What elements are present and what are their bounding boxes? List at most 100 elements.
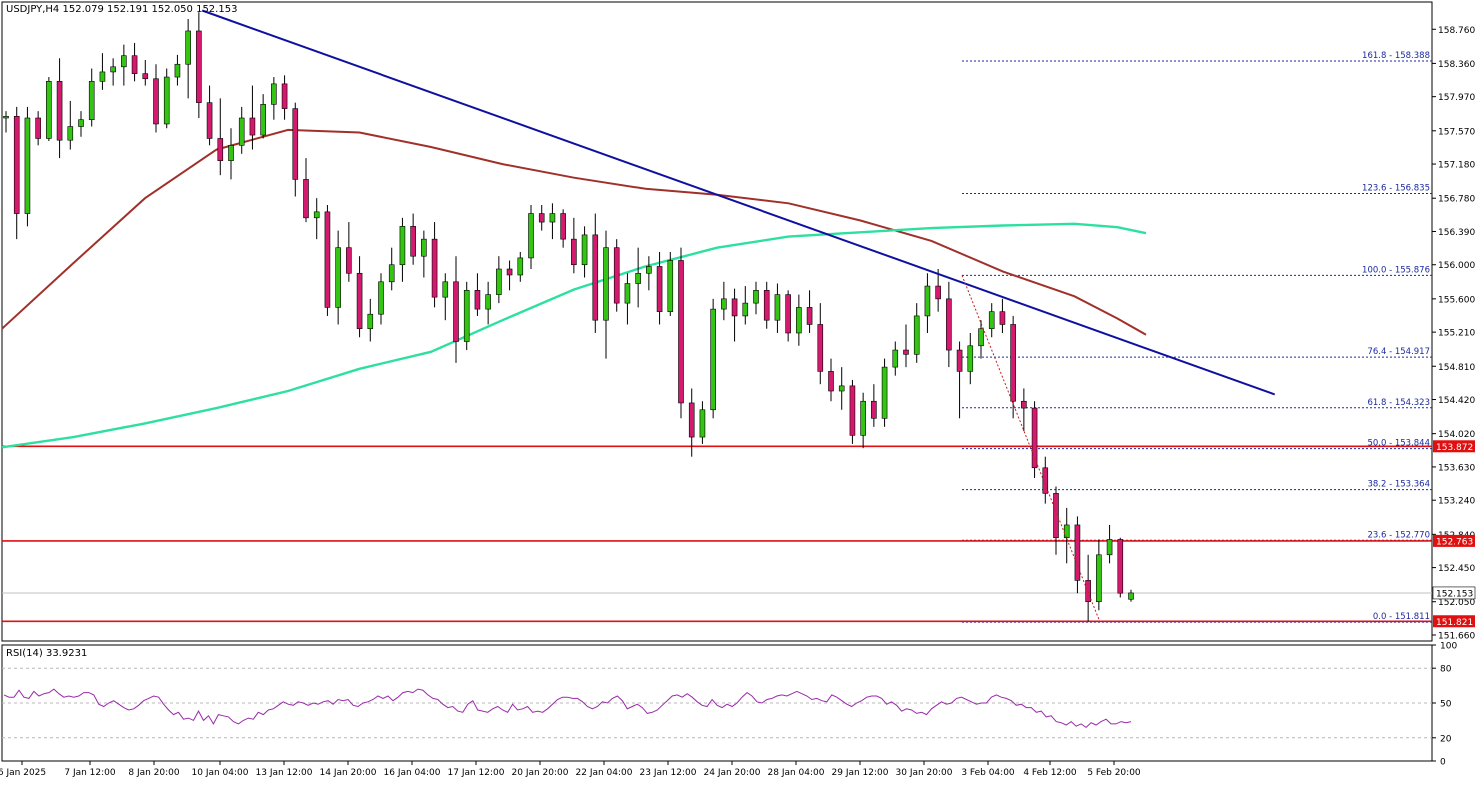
fib-level-label: 61.8 - 154.323: [1367, 398, 1430, 408]
price-tick-label: 158.760: [1438, 26, 1475, 36]
candle-bullish: [399, 226, 406, 266]
candle-bullish: [699, 409, 706, 438]
candle-bearish: [538, 213, 545, 223]
moving-average-green-line: [1, 222, 1147, 449]
time-tick-label: 24 Jan 20:00: [704, 768, 761, 778]
candle-bearish: [1021, 400, 1027, 409]
candle-bearish: [431, 238, 438, 298]
price-tick-label: 156.780: [1438, 195, 1475, 205]
price-tick-label: 151.660: [1438, 632, 1475, 642]
candle-bullish: [581, 234, 588, 266]
candle-bullish: [892, 349, 899, 368]
candle-bullish: [378, 281, 384, 315]
time-tick-label: 29 Jan 12:00: [832, 768, 889, 778]
candle-bearish: [506, 268, 513, 276]
candle-bearish: [324, 211, 331, 308]
candle-bullish: [388, 264, 395, 283]
candle-bearish: [1074, 524, 1081, 581]
candle-bullish: [121, 55, 127, 68]
price-tick-label: 157.180: [1438, 161, 1475, 171]
candle-bearish: [217, 138, 224, 161]
fib-level-label: 76.4 - 154.917: [1367, 347, 1430, 357]
time-tick-label: 23 Jan 12:00: [640, 768, 697, 778]
candle-bearish: [206, 102, 213, 139]
candle-bullish: [260, 104, 266, 136]
price-badge-label: 152.153: [1436, 589, 1473, 599]
time-tick-label: 4 Feb 12:00: [1023, 768, 1077, 778]
rsi-header: RSI(14) 33.9231: [6, 648, 88, 659]
candle-bullish: [1096, 554, 1102, 603]
price-tick-label: 157.570: [1438, 127, 1475, 137]
fib-level-label: 50.0 - 153.844: [1367, 439, 1430, 449]
candle-bullish: [67, 126, 74, 141]
candle-bullish: [367, 313, 374, 330]
price-badge-label: 153.872: [1436, 443, 1473, 453]
candle-bearish: [946, 298, 952, 351]
candle-bullish: [24, 117, 31, 214]
candle-bearish: [281, 83, 288, 109]
time-tick-label: 16 Jan 04:00: [384, 768, 441, 778]
candle-bearish: [303, 179, 309, 219]
price-badge: [1433, 534, 1475, 547]
time-tick-label: 5 Feb 20:00: [1087, 768, 1141, 778]
price-badge: [1432, 586, 1476, 600]
candle-bullish: [978, 328, 984, 347]
candle-bearish: [903, 349, 909, 355]
price-tick-label: 153.630: [1438, 463, 1475, 473]
fib-level-label: 123.6 - 156.835: [1362, 184, 1430, 194]
price-tick-label: 159.150: [1438, 0, 1475, 3]
rsi-tick-label: 50: [1440, 700, 1452, 710]
rsi-tick-label: 0: [1440, 758, 1446, 768]
candle-bullish: [1063, 524, 1070, 539]
price-badge-label: 151.821: [1436, 618, 1473, 628]
main-pane-frame: [1, 1, 1433, 642]
candle-bearish: [560, 213, 566, 240]
candle-bearish: [817, 324, 824, 372]
candle-bullish: [528, 213, 534, 259]
candle-bullish: [742, 302, 749, 317]
candle-bullish: [463, 290, 470, 342]
candle-bearish: [410, 226, 416, 257]
candle-bullish: [442, 281, 449, 298]
price-tick-label: 156.390: [1438, 228, 1475, 238]
candle-bullish: [967, 345, 974, 372]
candle-bullish: [313, 211, 320, 219]
candle-bullish: [924, 285, 931, 317]
fib-level-label: 100.0 - 155.876: [1362, 265, 1430, 275]
candle-bearish: [1010, 324, 1016, 402]
price-badge: [1433, 440, 1475, 453]
candle-bullish: [335, 247, 341, 308]
candle-bearish: [613, 247, 620, 304]
chart-ohlc: 152.079 152.191 152.050 152.153: [62, 4, 238, 15]
rsi-tick-label: 100: [1440, 642, 1457, 652]
candle-bullish: [271, 83, 277, 105]
candle-bullish: [624, 283, 631, 304]
candle-bearish: [35, 117, 41, 139]
candle-bullish: [485, 294, 491, 310]
candle-bullish: [603, 247, 609, 321]
fib-level-label: 23.6 - 152.770: [1367, 530, 1430, 540]
time-tick-label: 17 Jan 12:00: [448, 768, 505, 778]
time-tick-label: 8 Jan 20:00: [128, 768, 180, 778]
price-tick-label: 153.240: [1438, 497, 1475, 507]
candle-bullish: [99, 71, 106, 82]
candle-bullish: [860, 400, 866, 436]
candle-bearish: [346, 247, 352, 274]
moving-average-red-line: [1, 128, 1147, 336]
candle-bearish: [1117, 539, 1124, 594]
bearish-trend-line: [201, 9, 1276, 396]
candle-bearish: [453, 281, 459, 342]
candle-bullish: [174, 63, 181, 78]
price-tick-label: 155.210: [1438, 329, 1475, 339]
candle-bearish: [56, 81, 63, 141]
candle-bullish: [913, 315, 920, 355]
price-tick-label: 154.020: [1438, 430, 1475, 440]
candle-bearish: [956, 349, 963, 372]
candle-bullish: [667, 260, 674, 312]
candle-bullish: [110, 66, 116, 73]
candle-bearish: [13, 115, 20, 214]
price-tick-label: 158.360: [1438, 60, 1475, 70]
candle-bullish: [185, 30, 191, 65]
